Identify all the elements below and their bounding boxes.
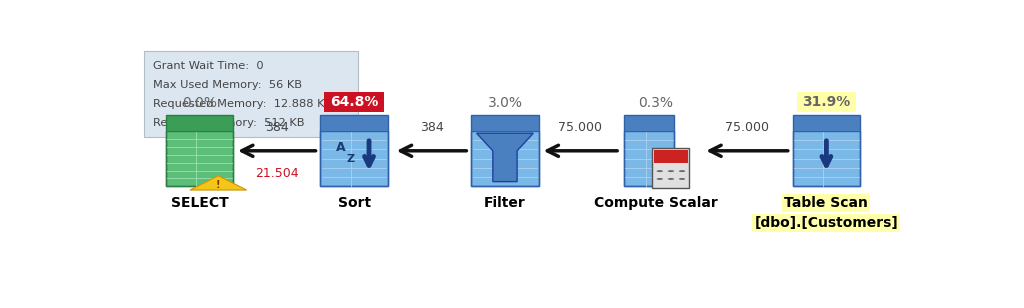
- Text: Grant Wait Time:  0: Grant Wait Time: 0: [154, 61, 264, 71]
- Text: Max Used Memory:  56 KB: Max Used Memory: 56 KB: [154, 80, 302, 90]
- FancyBboxPatch shape: [166, 131, 233, 186]
- Text: 31.9%: 31.9%: [802, 95, 851, 109]
- Text: 0.3%: 0.3%: [638, 96, 673, 110]
- Text: 75.000: 75.000: [725, 121, 769, 134]
- FancyBboxPatch shape: [793, 131, 860, 186]
- Circle shape: [679, 170, 685, 172]
- Circle shape: [656, 170, 663, 172]
- Text: 3.0%: 3.0%: [487, 96, 522, 110]
- FancyBboxPatch shape: [624, 115, 674, 131]
- FancyBboxPatch shape: [471, 131, 539, 186]
- Text: [dbo].[Customers]: [dbo].[Customers]: [755, 216, 898, 230]
- Polygon shape: [189, 176, 247, 190]
- FancyBboxPatch shape: [624, 131, 674, 186]
- FancyBboxPatch shape: [471, 115, 539, 131]
- FancyBboxPatch shape: [793, 115, 860, 131]
- Text: 384: 384: [420, 121, 443, 134]
- Circle shape: [668, 170, 674, 172]
- FancyBboxPatch shape: [321, 131, 388, 186]
- FancyBboxPatch shape: [321, 115, 388, 131]
- FancyBboxPatch shape: [652, 148, 689, 188]
- Text: 21.504: 21.504: [255, 168, 299, 180]
- Text: Z: Z: [347, 154, 355, 164]
- Text: Filter: Filter: [484, 196, 526, 210]
- FancyBboxPatch shape: [143, 51, 358, 136]
- Polygon shape: [476, 133, 534, 182]
- Circle shape: [656, 178, 663, 180]
- Circle shape: [679, 178, 685, 180]
- FancyBboxPatch shape: [166, 115, 233, 131]
- Circle shape: [668, 178, 674, 180]
- Text: SELECT: SELECT: [171, 196, 228, 210]
- Text: 75.000: 75.000: [558, 121, 602, 134]
- FancyBboxPatch shape: [797, 91, 856, 112]
- Text: 64.8%: 64.8%: [330, 95, 378, 109]
- Text: 384: 384: [265, 121, 289, 134]
- Text: Requested Memory:  12.888 KB: Requested Memory: 12.888 KB: [154, 99, 333, 109]
- Text: 0.0%: 0.0%: [182, 96, 217, 110]
- Text: Table Scan: Table Scan: [784, 196, 868, 210]
- Text: Compute Scalar: Compute Scalar: [594, 196, 718, 210]
- Text: Required Memory:  512 KB: Required Memory: 512 KB: [154, 118, 305, 128]
- Text: !: !: [216, 180, 220, 190]
- FancyBboxPatch shape: [325, 91, 384, 112]
- FancyBboxPatch shape: [654, 150, 688, 163]
- Text: A: A: [336, 141, 345, 154]
- Text: Sort: Sort: [338, 196, 371, 210]
